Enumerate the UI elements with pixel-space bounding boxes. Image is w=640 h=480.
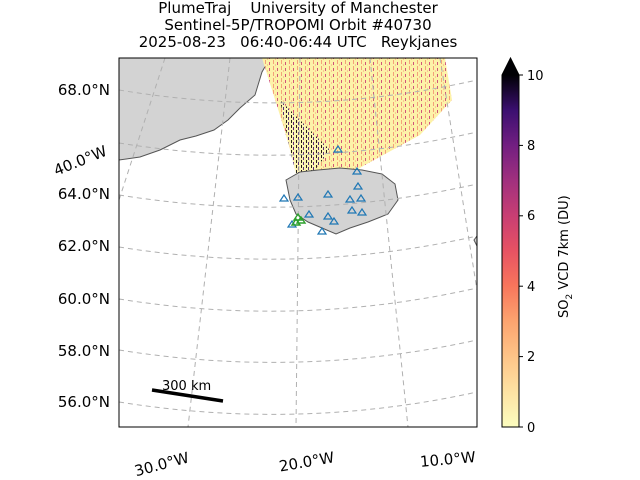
scale-bar-label: 300 km xyxy=(162,379,211,394)
greenland-land xyxy=(119,58,271,161)
meridian-20w xyxy=(295,58,301,427)
volcano-marker xyxy=(290,217,302,226)
station-marker xyxy=(351,166,363,175)
meridian-10w xyxy=(369,58,409,427)
colorbar-tick-6: 6 xyxy=(527,209,535,224)
station-marker xyxy=(286,219,298,228)
lat-label-62n: 62.0°N xyxy=(58,237,110,255)
parallel-60n xyxy=(119,287,477,312)
lat-label-68n: 68.0°N xyxy=(58,81,110,99)
lon-label-20w: 20.0°W xyxy=(278,448,336,475)
colorbar-tick-0: 0 xyxy=(527,421,535,436)
parallel-58n xyxy=(119,339,477,363)
meridian-0 xyxy=(439,58,477,291)
scale-bar xyxy=(151,388,224,403)
colorbar-label-sub: 2 xyxy=(565,294,575,300)
station-marker xyxy=(316,226,328,235)
lon-label-10w: 10.0°W xyxy=(419,448,476,471)
lat-label-58n: 58.0°N xyxy=(58,342,110,360)
station-marker xyxy=(352,181,364,190)
station-marker xyxy=(322,211,334,220)
map-frame xyxy=(118,57,478,428)
parallel-66n xyxy=(119,131,477,156)
lat-label-56n: 56.0°N xyxy=(58,393,110,411)
colorbar-tick-4: 4 xyxy=(527,280,535,295)
station-marker xyxy=(278,193,290,202)
colorbar: 0 2 4 6 8 10 SO2 VCD 7km (DU) xyxy=(501,56,575,436)
colorbar-label-rest: VCD 7km (DU) xyxy=(557,195,572,294)
parallel-64n xyxy=(119,183,477,208)
so2-noise-band xyxy=(280,100,330,190)
station-markers xyxy=(278,144,368,235)
station-marker xyxy=(303,209,315,218)
lon-label-40w: 40.0°W xyxy=(51,142,110,180)
parallel-56n xyxy=(119,391,477,415)
station-marker xyxy=(332,144,344,153)
station-marker xyxy=(292,192,304,201)
lat-label-60n: 60.0°N xyxy=(58,290,110,308)
title-line-2: Sentinel-5P/TROPOMI Orbit #40730 xyxy=(164,16,432,34)
colorbar-label-main: SO xyxy=(557,300,572,318)
coast-fragment xyxy=(473,235,477,247)
meridian-40w xyxy=(119,58,166,201)
station-marker xyxy=(346,205,358,214)
parallel-68n xyxy=(119,79,477,104)
volcano-markers xyxy=(290,212,307,226)
colorbar-frame xyxy=(501,56,520,428)
lon-label-30w: 30.0°W xyxy=(133,448,192,480)
colorbar-label: SO2 VCD 7km (DU) xyxy=(557,195,575,318)
colorbar-gradient xyxy=(502,75,519,427)
title-line-1: PlumeTraj University of Manchester xyxy=(158,0,438,17)
station-marker xyxy=(328,216,340,225)
volcano-marker xyxy=(295,215,307,224)
colorbar-tick-2: 2 xyxy=(527,350,535,365)
lat-label-64n: 64.0°N xyxy=(58,185,110,203)
volcano-marker xyxy=(292,212,304,221)
colorbar-tick-10: 10 xyxy=(527,69,544,84)
meridian-30w xyxy=(187,58,231,427)
station-marker xyxy=(322,189,334,198)
station-marker xyxy=(344,194,356,203)
parallel-62n xyxy=(119,235,477,260)
graticule xyxy=(119,58,477,427)
station-marker xyxy=(356,207,368,216)
title-line-3: 2025-08-23 06:40-06:44 UTC Reykjanes xyxy=(138,33,458,51)
station-marker xyxy=(355,193,367,202)
colorbar-tick-8: 8 xyxy=(527,139,535,154)
colorbar-extend-arrow xyxy=(502,58,519,75)
